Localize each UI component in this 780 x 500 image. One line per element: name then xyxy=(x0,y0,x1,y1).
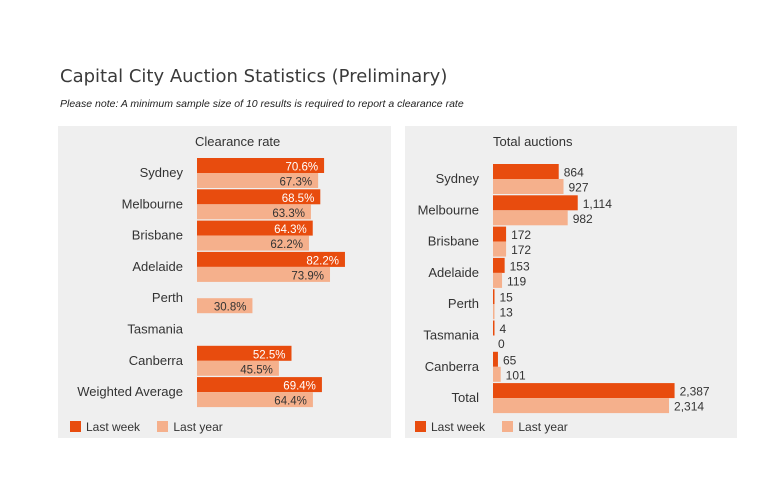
bar-last-week-weighted-average xyxy=(197,377,322,393)
sample-size-note: Please note: A minimum sample size of 10… xyxy=(60,98,464,110)
clearance-rate-panel: Clearance rate Sydney 70.6% 67.3% Melbourne… xyxy=(58,126,391,438)
clearance-rate-chart: Sydney 70.6% 67.3% Melbourne 68.5% 63.3% Brisb… xyxy=(77,158,345,408)
bar-last-year-perth xyxy=(197,298,253,314)
value-label-last-year-tasmania: 0 xyxy=(498,337,505,351)
bar-last-year-weighted-average xyxy=(197,392,313,408)
category-label-melbourne: Melbourne xyxy=(122,196,183,211)
bar-last-week-tasmania xyxy=(493,320,495,336)
value-label-last-week-perth: 15 xyxy=(500,291,514,305)
bar-last-year-sydney xyxy=(197,173,319,188)
page-title: Capital City Auction Statistics (Prelimi… xyxy=(60,66,448,87)
value-label-last-year-sydney: 67.3% xyxy=(280,177,313,189)
last-week-swatch xyxy=(70,421,81,432)
value-label-last-year-melbourne: 982 xyxy=(573,212,593,226)
value-label-last-week-weighted-average: 69.4% xyxy=(283,381,316,393)
clearance-rate-legend: Last week Last year xyxy=(70,420,237,434)
value-label-last-week-brisbane: 64.3% xyxy=(274,224,307,236)
bar-last-week-canberra xyxy=(197,345,292,361)
clearance-rate-title: Clearance rate xyxy=(195,134,281,149)
total-auctions-title: Total auctions xyxy=(493,134,573,149)
category-label-canberra: Canberra xyxy=(129,353,184,368)
total-auctions-legend: Last week Last year xyxy=(415,420,582,434)
bar-last-year-perth xyxy=(493,304,495,320)
category-label-tasmania: Tasmania xyxy=(423,328,479,343)
value-label-last-year-canberra: 101 xyxy=(506,368,526,382)
category-label-total: Total xyxy=(452,390,480,405)
bar-last-year-adelaide xyxy=(197,266,331,282)
bar-last-week-brisbane xyxy=(197,220,313,236)
value-label-last-week-melbourne: 68.5% xyxy=(282,193,315,205)
value-label-last-year-canberra: 45.5% xyxy=(240,364,273,376)
category-label-weighted-average: Weighted Average xyxy=(77,384,183,399)
value-label-last-week-adelaide: 153 xyxy=(510,259,530,273)
legend-label-last-year: Last year xyxy=(518,420,568,434)
category-label-adelaide: Adelaide xyxy=(428,265,479,280)
bar-last-week-total xyxy=(493,383,675,399)
bar-last-week-adelaide xyxy=(197,251,345,267)
value-label-last-year-perth: 30.8% xyxy=(214,302,247,314)
legend-item-last-week: Last week xyxy=(70,420,140,434)
category-label-melbourne: Melbourne xyxy=(418,202,479,217)
last-week-swatch xyxy=(415,421,426,432)
value-label-last-week-total: 2,387 xyxy=(680,385,710,399)
bar-last-year-canberra xyxy=(493,366,501,382)
value-label-last-year-adelaide: 119 xyxy=(507,274,526,288)
value-label-last-year-brisbane: 172 xyxy=(511,243,531,257)
value-label-last-week-tasmania: 4 xyxy=(500,322,507,336)
bar-last-year-total xyxy=(493,398,670,414)
last-year-swatch xyxy=(157,421,169,432)
legend-item-last-week: Last week xyxy=(415,420,485,434)
value-label-last-year-weighted-average: 64.4% xyxy=(274,396,307,408)
value-label-last-week-canberra: 52.5% xyxy=(253,349,286,361)
bar-last-week-brisbane xyxy=(493,226,507,242)
value-label-last-year-perth: 13 xyxy=(500,306,514,320)
value-label-last-week-canberra: 65 xyxy=(503,353,517,367)
bar-last-week-canberra xyxy=(493,351,498,367)
bar-last-week-perth xyxy=(493,289,495,305)
value-label-last-week-sydney: 70.6% xyxy=(285,162,318,174)
category-label-sydney: Sydney xyxy=(140,165,184,180)
value-label-last-year-melbourne: 63.3% xyxy=(272,208,305,220)
value-label-last-week-sydney: 864 xyxy=(564,166,584,180)
legend-label-last-week: Last week xyxy=(431,420,486,434)
value-label-last-week-melbourne: 1,114 xyxy=(583,197,612,211)
category-label-brisbane: Brisbane xyxy=(132,228,183,243)
bar-last-year-brisbane xyxy=(493,241,507,257)
value-label-last-year-adelaide: 73.9% xyxy=(291,270,324,282)
bar-last-year-brisbane xyxy=(197,235,309,251)
bar-last-year-melbourne xyxy=(493,210,568,226)
category-label-perth: Perth xyxy=(152,290,183,305)
bar-last-year-adelaide xyxy=(493,272,503,288)
legend-item-last-year: Last year xyxy=(157,420,223,434)
bar-last-year-canberra xyxy=(197,360,279,376)
bar-last-year-sydney xyxy=(493,179,564,194)
bar-last-week-sydney xyxy=(197,158,325,173)
category-label-tasmania: Tasmania xyxy=(127,322,183,337)
value-label-last-year-total: 2,314 xyxy=(674,400,704,414)
legend-label-last-year: Last year xyxy=(173,420,223,434)
category-label-sydney: Sydney xyxy=(436,171,480,186)
category-label-perth: Perth xyxy=(448,296,479,311)
category-label-brisbane: Brisbane xyxy=(428,234,479,249)
last-year-swatch xyxy=(502,421,514,432)
value-label-last-year-sydney: 927 xyxy=(569,181,589,195)
value-label-last-year-brisbane: 62.2% xyxy=(270,239,303,251)
value-label-last-week-adelaide: 82.2% xyxy=(306,255,339,267)
bar-last-week-melbourne xyxy=(493,195,578,211)
category-label-adelaide: Adelaide xyxy=(132,259,183,274)
bar-last-week-adelaide xyxy=(493,257,505,273)
value-label-last-week-brisbane: 172 xyxy=(511,228,531,242)
legend-label-last-week: Last week xyxy=(86,420,141,434)
bar-last-week-sydney xyxy=(493,164,559,179)
legend-item-last-year: Last year xyxy=(502,420,568,434)
total-auctions-panel: Total auctions Sydney 864 927 Melbourne 1,11… xyxy=(405,126,737,438)
category-label-canberra: Canberra xyxy=(425,359,480,374)
bar-last-year-melbourne xyxy=(197,204,311,220)
bar-last-week-melbourne xyxy=(197,189,321,205)
